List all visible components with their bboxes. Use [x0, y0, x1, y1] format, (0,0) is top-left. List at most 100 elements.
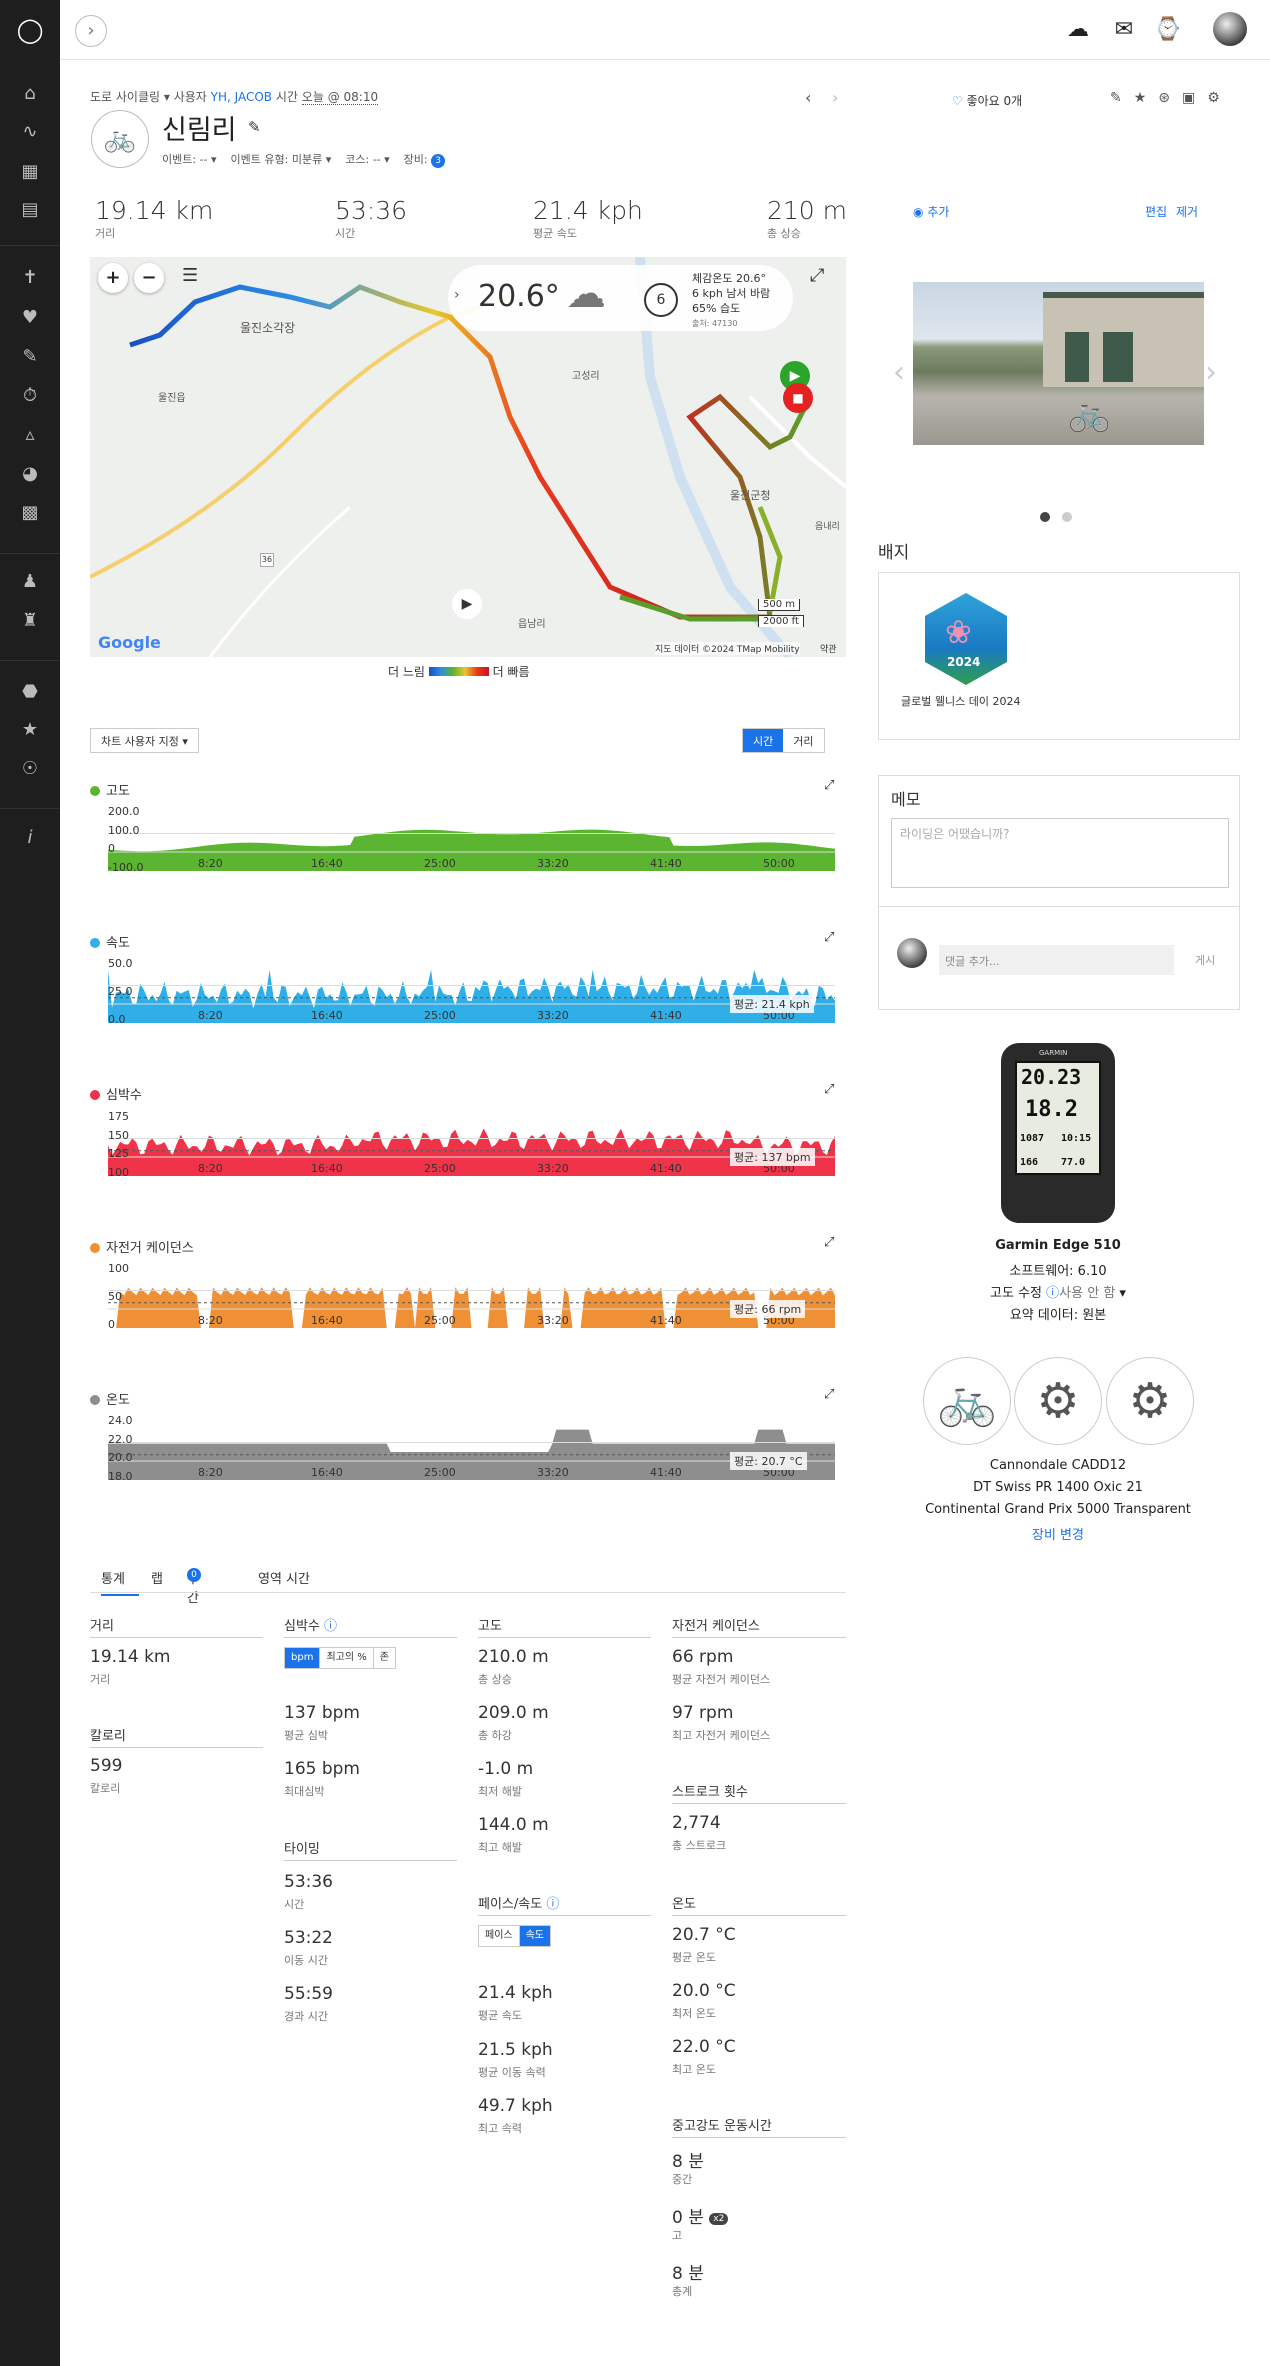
badges-icon[interactable]: ⬣ — [22, 681, 38, 702]
chart-plot-area[interactable] — [108, 967, 835, 1023]
pace-button[interactable]: 페이스 — [479, 1926, 520, 1946]
hr-bpm-button[interactable]: bpm — [285, 1648, 321, 1668]
health-icon[interactable]: ♥ — [21, 307, 39, 328]
prev-activity-button[interactable]: ‹ — [805, 88, 812, 107]
stat-value: 21.4 kph — [478, 1983, 553, 2003]
chart-plot-area[interactable] — [108, 815, 835, 871]
star-icon[interactable]: ★ — [1133, 90, 1159, 106]
chart-plot-area[interactable] — [108, 1272, 835, 1328]
tab-stats[interactable]: 통계 — [101, 1568, 139, 1596]
play-route-button[interactable]: ▶ — [452, 589, 482, 619]
home-icon[interactable]: ⌂ — [24, 83, 36, 104]
device-brand: GARMIN — [1039, 1049, 1068, 1057]
garmin-logo-icon[interactable]: ◯ — [16, 16, 44, 44]
device-name[interactable]: Garmin Edge 510 — [995, 1238, 1121, 1253]
edit-icon[interactable]: ✎ — [1110, 90, 1134, 106]
weather-expand-icon[interactable]: › — [454, 287, 460, 303]
fullscreen-map-icon[interactable]: ⤢ — [810, 265, 825, 286]
user-link[interactable]: YH, JACOB — [210, 90, 273, 104]
edit-title-icon[interactable]: ✎ — [248, 118, 261, 136]
hr-zone-button[interactable]: 존 — [379, 1652, 389, 1663]
tab-time-in-zones[interactable]: 영역 시간 — [258, 1572, 310, 1587]
activity-title[interactable]: 신림리 — [162, 115, 237, 146]
activity-time[interactable]: 오늘 @ 08:10 — [301, 90, 379, 105]
badges-title: 배지 — [878, 543, 910, 563]
inbox-icon[interactable]: ✉ — [1114, 17, 1134, 42]
elev-corr-value[interactable]: 사용 안 함 — [1059, 1286, 1116, 1301]
insight-bulb-icon[interactable]: ◕ — [22, 463, 38, 484]
axis-distance-button[interactable]: 거리 — [793, 735, 814, 748]
gear-count-badge[interactable]: 3 — [431, 154, 446, 168]
event-dropdown[interactable]: 이벤트: -- ▾ — [162, 153, 217, 166]
next-activity-button[interactable]: › — [832, 88, 839, 107]
chart-expand-icon[interactable]: ⤢ — [824, 1082, 835, 1097]
finish-marker-icon[interactable]: ■ — [783, 383, 813, 413]
settings-icon[interactable]: ⚙ — [1207, 90, 1232, 106]
wheel-gear-icon[interactable]: ⚙ — [1014, 1357, 1102, 1445]
chart-y-tick: 18.0 — [108, 1470, 133, 1483]
expand-nav-button[interactable]: › — [75, 15, 107, 47]
chart-expand-icon[interactable]: ⤢ — [824, 778, 835, 793]
weather-widget[interactable]: › 20.6° ☁ 6 체감온도 20.6° 6 kph 남서 바람 65% 습… — [448, 265, 793, 331]
bike-gear-icon[interactable]: 🚲 — [923, 1357, 1011, 1445]
bicycle-in-photo: 🚲 — [1068, 394, 1111, 434]
edit-photo-link[interactable]: 편집 — [1145, 205, 1168, 219]
help-icon[interactable]: ⓘ — [324, 1619, 338, 1634]
chart-expand-icon[interactable]: ⤢ — [824, 1235, 835, 1250]
course-dropdown[interactable]: 코스: -- ▾ — [345, 153, 390, 166]
chart-customize-dropdown[interactable]: 차트 사용자 지정 ▾ — [90, 728, 199, 753]
info-icon[interactable]: i — [27, 827, 33, 848]
carousel-dot-active[interactable] — [1040, 512, 1050, 522]
tire-gear-icon[interactable]: ⚙ — [1106, 1357, 1194, 1445]
gear-shoe-icon[interactable]: ▵ — [25, 424, 35, 445]
trophy-icon[interactable]: ★ — [21, 719, 39, 740]
privacy-icon[interactable]: ▣ — [1182, 90, 1208, 106]
watch-icon[interactable]: ⌚ — [1154, 17, 1182, 42]
post-comment-button[interactable]: 게시 — [1195, 954, 1216, 967]
hr-max-percent-button[interactable]: 최고의 % — [320, 1648, 374, 1668]
stat-label: 거리 — [90, 1673, 111, 1686]
challenges-icon[interactable]: ☉ — [21, 758, 39, 779]
reports-icon[interactable]: ▩ — [21, 502, 39, 523]
photo-next-button[interactable]: › — [1205, 355, 1217, 390]
route-map[interactable]: + − ☰ ⤢ › 20.6° ☁ 6 체감온도 20.6° 6 kph 남서 … — [90, 257, 846, 657]
chart-expand-icon[interactable]: ⤢ — [824, 930, 835, 945]
zoom-in-button[interactable]: + — [98, 263, 128, 293]
tab-laps[interactable]: 랩 — [151, 1572, 163, 1587]
carousel-dot[interactable] — [1062, 512, 1072, 522]
chart-plot-area[interactable] — [108, 1120, 835, 1176]
notes-textarea[interactable]: 라이딩은 어땠습니까? — [891, 818, 1229, 888]
user-avatar[interactable] — [1213, 12, 1247, 46]
groups-icon[interactable]: ♜ — [21, 610, 39, 631]
chart-plot-area[interactable] — [108, 1424, 835, 1480]
map-attribution[interactable]: 지도 데이터 ©2024 TMap Mobility — [655, 642, 800, 655]
map-terms-link[interactable]: 약관 — [820, 645, 837, 655]
calendar-icon[interactable]: ▦ — [21, 161, 39, 182]
badge-name[interactable]: 글로벌 웰니스 데이 2024 — [901, 695, 1021, 708]
event-type-dropdown[interactable]: 이벤트 유형: 미분류 ▾ — [230, 153, 332, 166]
activity-type-link[interactable]: 도로 사이클링 — [90, 90, 161, 104]
timer-icon[interactable]: ⏱ — [22, 385, 38, 406]
connections-icon[interactable]: ♟ — [21, 571, 39, 592]
chart-expand-icon[interactable]: ⤢ — [824, 1387, 835, 1402]
speed-button[interactable]: 속도 — [519, 1926, 551, 1946]
training-icon[interactable]: ✎ — [22, 346, 38, 367]
remove-photo-link[interactable]: 제거 — [1176, 205, 1199, 219]
change-gear-link[interactable]: 장비 변경 — [1032, 1528, 1084, 1543]
help-icon[interactable]: ⓘ — [546, 1897, 560, 1912]
add-photo-button[interactable]: ◉ 추가 — [913, 205, 950, 219]
photo-prev-button[interactable]: ‹ — [893, 355, 905, 390]
share-icon[interactable]: ⊛ — [1158, 90, 1183, 106]
layers-icon[interactable]: ☰ — [182, 265, 199, 286]
insights-icon[interactable]: ∿ — [22, 121, 38, 142]
help-icon[interactable]: ⓘ — [1046, 1286, 1060, 1301]
map-label: 읍내리 — [815, 522, 840, 532]
upload-icon[interactable]: ☁ — [1067, 17, 1089, 42]
activity-photo[interactable]: 🚲 — [913, 282, 1204, 445]
zoom-out-button[interactable]: − — [134, 263, 164, 293]
activities-icon[interactable]: ✝ — [22, 267, 38, 288]
axis-time-button[interactable]: 시간 — [743, 729, 784, 752]
comment-input[interactable]: 댓글 추가... — [939, 945, 1174, 975]
news-icon[interactable]: ▤ — [21, 199, 39, 220]
like-button[interactable]: ♡ 좋아요 0개 — [952, 92, 1022, 109]
